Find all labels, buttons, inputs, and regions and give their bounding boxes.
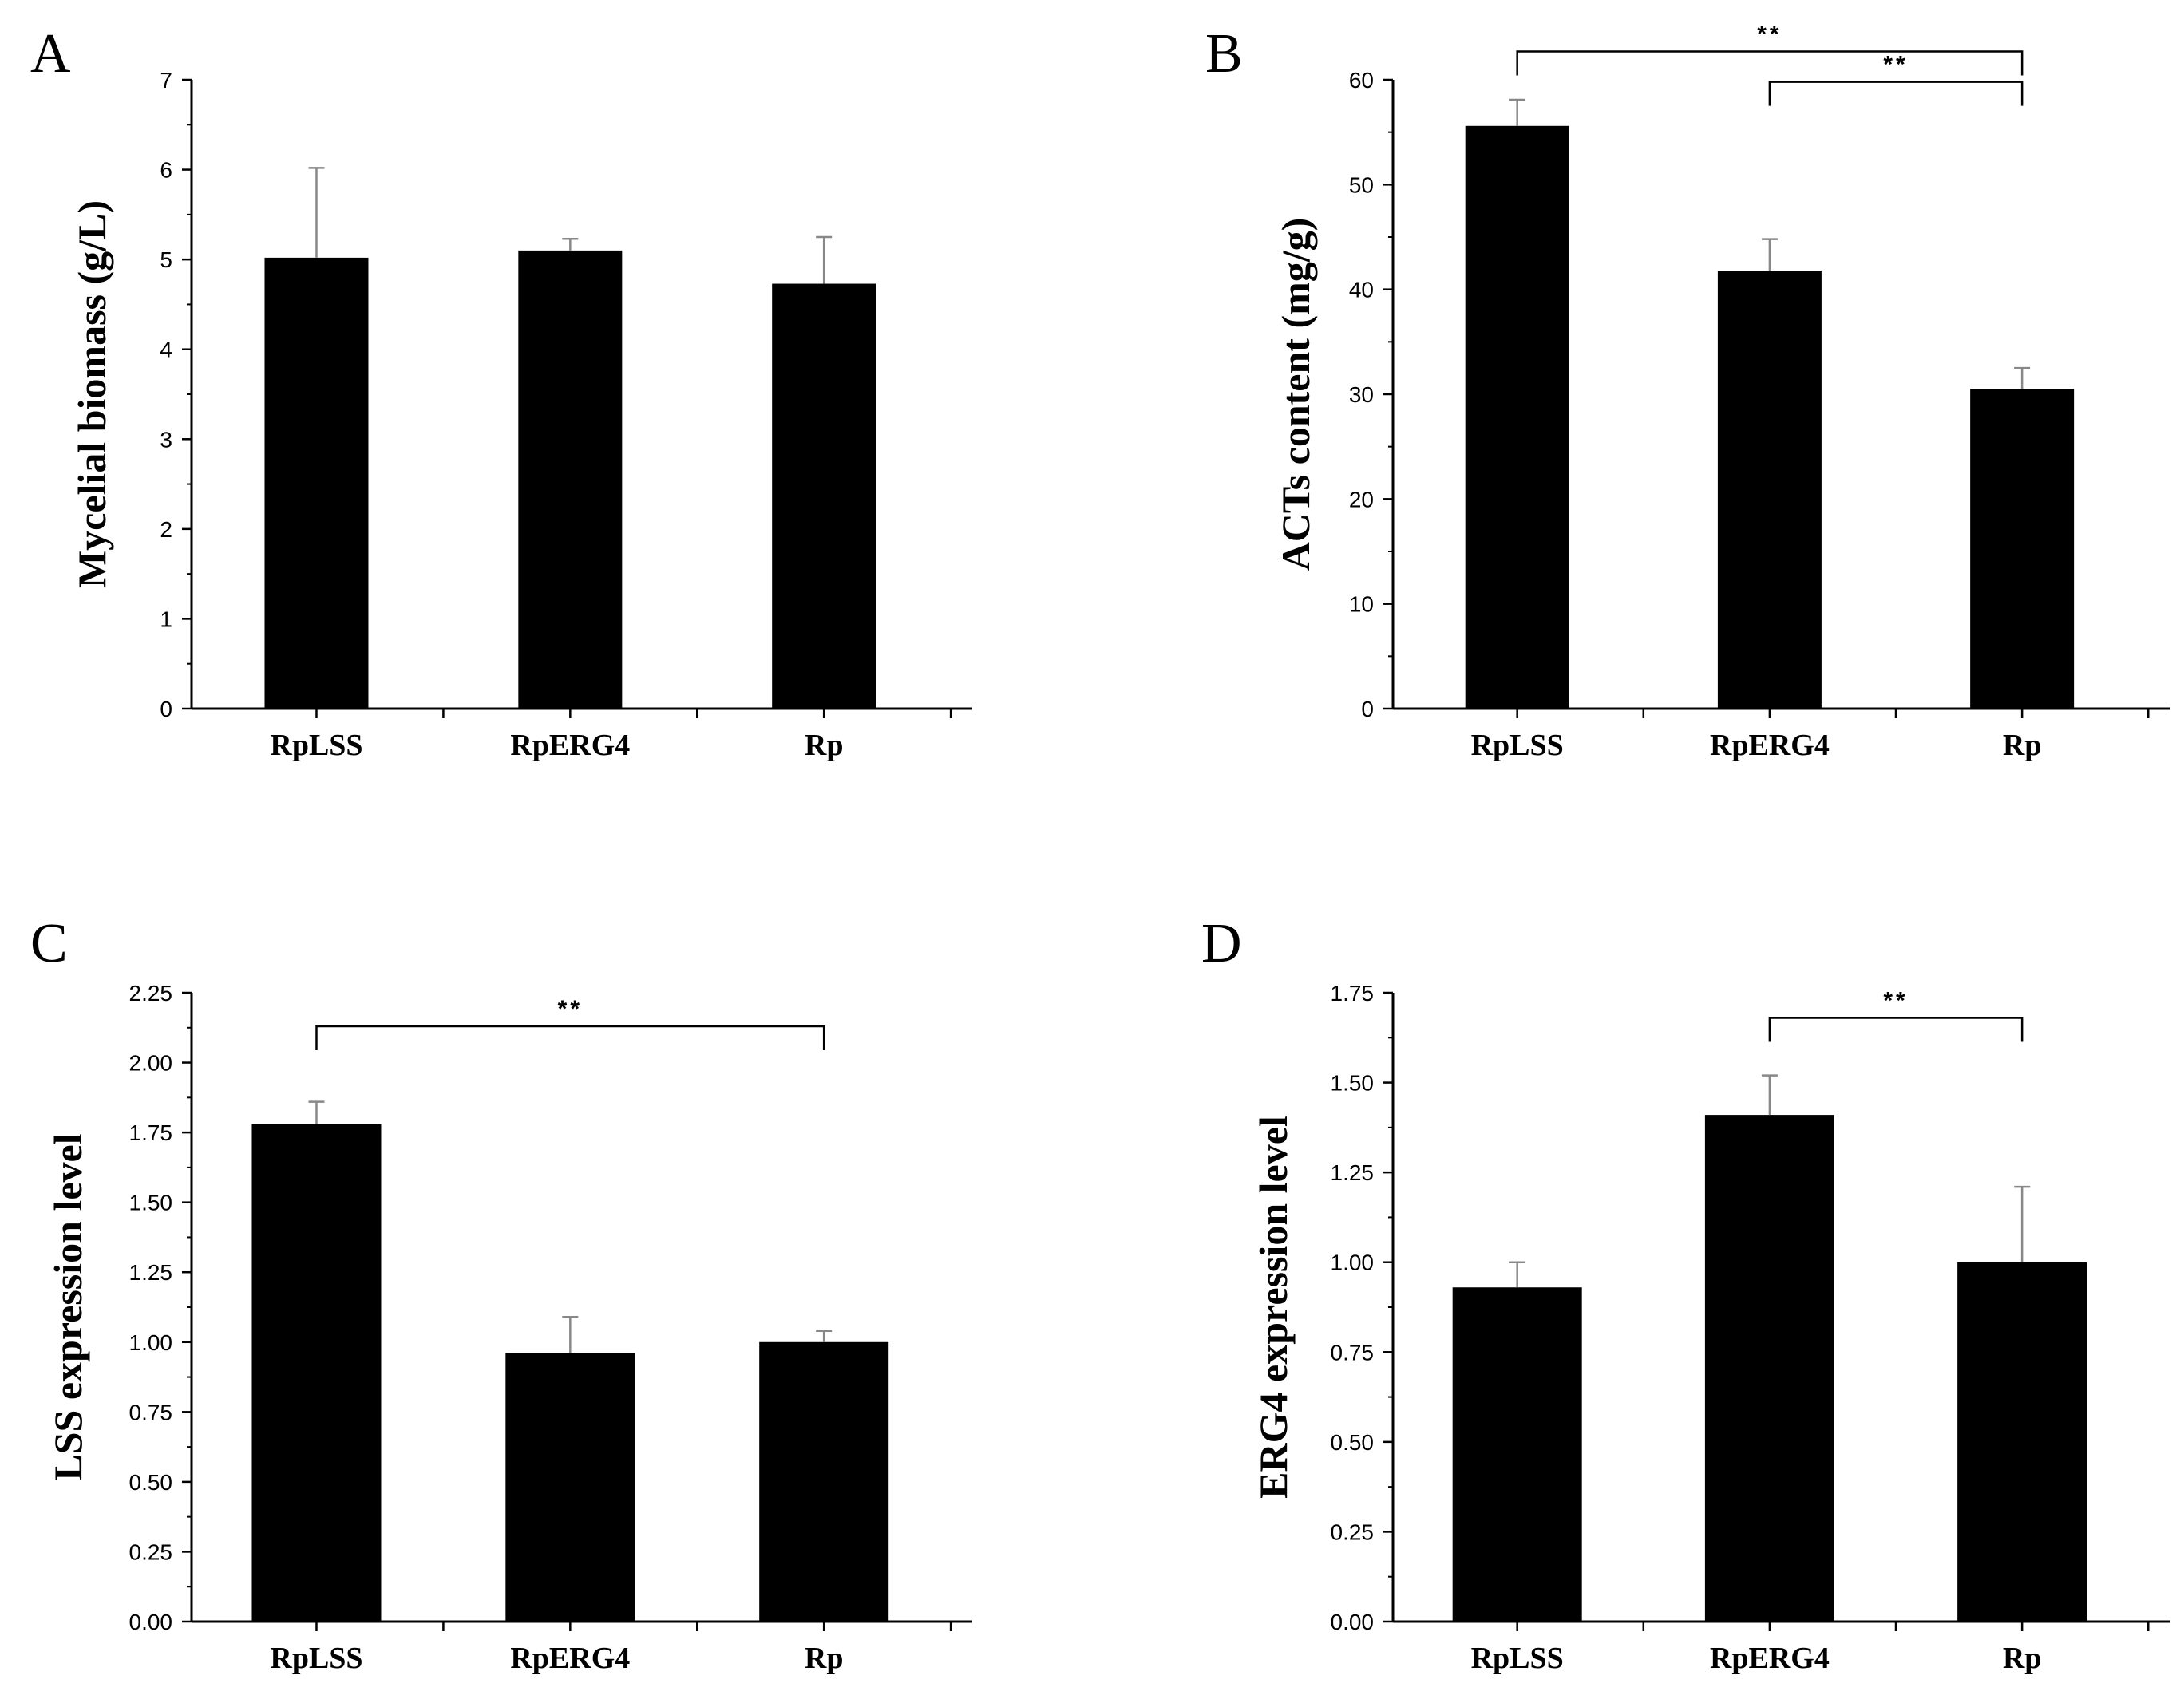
significance-label: ** (1883, 52, 1908, 78)
y-axis-title: Mycelial biomass (g/L) (69, 200, 114, 588)
bar-rplss (264, 257, 369, 709)
significance-bracket (315, 1025, 825, 1051)
bar-rp (759, 1341, 889, 1622)
significance-label: ** (1757, 22, 1782, 48)
y-tick-label: 1.50 (129, 1191, 173, 1215)
y-tick-label: 1.25 (129, 1260, 173, 1285)
significance-label: ** (558, 996, 583, 1022)
x-category-label: Rp (805, 729, 844, 762)
y-axis-title: ACTs content (mg/g) (1273, 218, 1318, 571)
x-category-label: RpLSS (270, 729, 362, 762)
y-tick-label: 0 (1361, 697, 1374, 721)
x-category-label: Rp (2003, 1642, 2042, 1675)
significance-bracket (1768, 1017, 2024, 1042)
bar-rplss (1452, 1287, 1582, 1622)
y-tick-label: 4 (160, 338, 172, 362)
y-tick-label: 0.75 (129, 1400, 173, 1424)
y-tick-label: 2.25 (129, 981, 173, 1006)
y-tick-label: 1.75 (1331, 981, 1375, 1006)
panel-letter: B (1205, 23, 1243, 85)
bar-rp (1970, 389, 2075, 709)
y-tick-label: 2 (160, 517, 172, 542)
bar-rp (772, 283, 876, 709)
panel-letter: C (30, 913, 68, 974)
bar-rperg4 (505, 1353, 635, 1622)
bar-rperg4 (1704, 1115, 1834, 1622)
y-tick-label: 1.50 (1331, 1071, 1375, 1096)
y-tick-label: 5 (160, 247, 172, 272)
y-tick-label: 40 (1349, 278, 1374, 302)
bar-rplss (251, 1124, 382, 1622)
y-tick-label: 7 (160, 68, 172, 93)
bar-rperg4 (1717, 271, 1822, 709)
y-tick-label: 6 (160, 158, 172, 183)
chart-panel-b: B ACTs content (mg/g) 0 10 20 30 40 50 60 RpLSS Rp… (1205, 22, 2170, 762)
y-tick-label: 0.75 (1331, 1340, 1375, 1365)
y-tick-label: 1 (160, 607, 172, 631)
y-axis-title: ERG4 expression level (1251, 1116, 1296, 1499)
y-tick-label: 10 (1349, 592, 1374, 617)
chart-panel-c: C LSS expression level 0.00 0.25 0.50 0.75 1.0… (30, 913, 972, 1675)
y-tick-label: 1.00 (1331, 1251, 1375, 1275)
x-category-label: RpERG4 (1710, 729, 1830, 762)
bar-rperg4 (518, 250, 623, 709)
panel-letter: D (1201, 913, 1242, 974)
x-category-label: RpERG4 (510, 1642, 630, 1675)
y-tick-label: 30 (1349, 382, 1374, 407)
chart-panel-d: D ERG4 expression level 0.00 0.25 0.50 0.75 1.… (1201, 913, 2170, 1675)
y-tick-label: 0.00 (1331, 1610, 1375, 1634)
y-tick-label: 50 (1349, 172, 1374, 197)
y-tick-label: 0.50 (129, 1470, 173, 1495)
y-tick-label: 3 (160, 427, 172, 452)
x-category-label: Rp (805, 1642, 844, 1675)
x-category-label: RpLSS (1471, 729, 1564, 762)
x-category-label: RpERG4 (1710, 1642, 1830, 1675)
bar-rplss (1465, 125, 1569, 709)
y-tick-label: 20 (1349, 487, 1374, 512)
y-tick-label: 0.25 (129, 1539, 173, 1564)
bar-rp (1957, 1262, 2087, 1622)
x-category-label: RpLSS (270, 1642, 362, 1675)
y-tick-label: 0.50 (1331, 1430, 1375, 1455)
significance-label: ** (1883, 988, 1908, 1014)
y-tick-label: 0 (160, 697, 172, 721)
y-tick-label: 1.75 (129, 1120, 173, 1145)
significance-bracket (1768, 81, 2024, 106)
x-category-label: RpLSS (1471, 1642, 1564, 1675)
significance-bracket (1516, 50, 2024, 76)
x-category-label: Rp (2003, 729, 2042, 762)
x-category-label: RpERG4 (510, 729, 630, 762)
y-axis-title: LSS expression level (46, 1133, 90, 1480)
y-tick-label: 0.25 (1331, 1519, 1375, 1544)
y-tick-label: 0.00 (129, 1610, 173, 1634)
y-tick-label: 1.25 (1331, 1160, 1375, 1185)
y-tick-label: 60 (1349, 68, 1374, 93)
y-tick-label: 1.00 (129, 1330, 173, 1355)
y-tick-label: 2.00 (129, 1051, 173, 1076)
chart-panel-a: A Mycelial biomass (g/L) 0 1 2 3 4 5 6 7 RpLSS RpER… (30, 23, 972, 762)
panel-letter: A (30, 23, 71, 85)
